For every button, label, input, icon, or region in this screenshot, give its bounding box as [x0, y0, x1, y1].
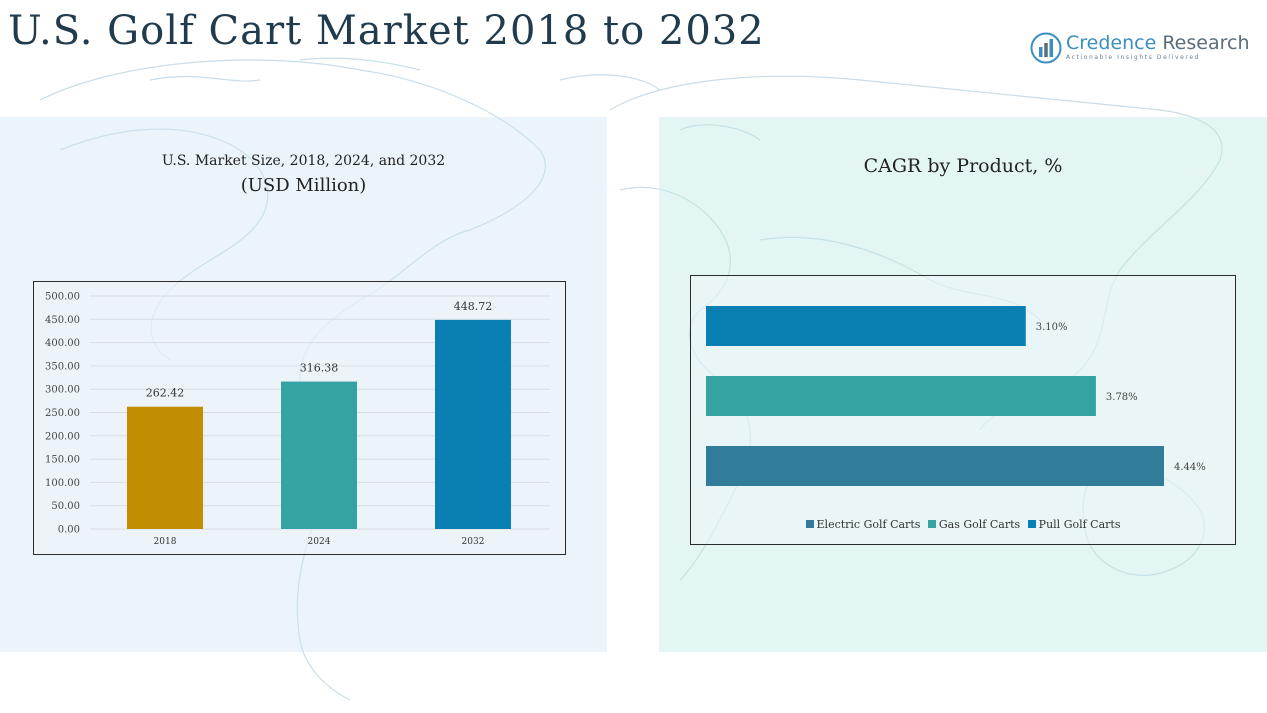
- market-size-chart-title: U.S. Market Size, 2018, 2024, and 2032: [161, 153, 446, 169]
- bar-gas-golf-carts: [706, 376, 1096, 416]
- y-tick-label: 400.00: [45, 338, 80, 349]
- legend-label-electric: Electric Golf Carts: [816, 518, 921, 531]
- cagr-panel: CAGR by Product, % 3.10% 3.78% 4.44% Elect…: [659, 117, 1267, 652]
- credence-research-logo: Credence Research Actionable Insights De…: [1030, 30, 1249, 66]
- bar-value-label-gas-golf-carts: 3.78%: [1106, 392, 1138, 403]
- logo-name-credence: Credence: [1066, 32, 1157, 54]
- logo-wordmark: Credence Research: [1066, 32, 1249, 54]
- bar-2024: [281, 381, 357, 529]
- legend-label-pull: Pull Golf Carts: [1038, 518, 1121, 531]
- legend-item-gas: Gas Golf Carts: [927, 518, 1021, 531]
- market-size-panel: U.S. Market Size, 2018, 2024, and 2032 (…: [0, 117, 607, 652]
- legend-swatch-pull: [1027, 520, 1036, 528]
- logo-bars-icon: [1030, 32, 1062, 64]
- y-tick-label: 100.00: [45, 478, 80, 489]
- cagr-bar-chart: 3.10% 3.78% 4.44%: [706, 306, 1206, 486]
- y-tick-label: 350.00: [45, 361, 80, 372]
- legend-label-gas: Gas Golf Carts: [938, 518, 1021, 531]
- y-tick-label: 0.00: [58, 525, 80, 536]
- y-tick-label: 450.00: [45, 315, 80, 326]
- x-tick-label-2024: 2024: [308, 537, 331, 547]
- market-size-chart-subtitle: (USD Million): [240, 175, 367, 196]
- page-title: U.S. Golf Cart Market 2018 to 2032: [8, 8, 765, 54]
- bar-value-label-2032: 448.72: [454, 300, 493, 313]
- x-tick-label-2032: 2032: [462, 537, 485, 547]
- bar-2018: [127, 406, 203, 529]
- x-tick-label-2018: 2018: [154, 537, 177, 547]
- bar-pull-golf-carts: [706, 306, 1026, 346]
- bar-value-label-pull-golf-carts: 3.10%: [1036, 322, 1068, 333]
- market-size-bar-chart: 0.00 50.00 100.00 150.00 200.00 250.00 300.00 3…: [45, 292, 550, 547]
- bar-value-label-2018: 262.42: [146, 387, 185, 400]
- y-tick-label: 150.00: [45, 455, 80, 466]
- y-tick-label: 300.00: [45, 385, 80, 396]
- y-tick-label: 50.00: [51, 501, 80, 512]
- bar-2032: [435, 319, 511, 529]
- legend-item-pull: Pull Golf Carts: [1027, 518, 1121, 531]
- y-tick-label: 200.00: [45, 431, 80, 442]
- bar-value-label-electric-golf-carts: 4.44%: [1174, 462, 1206, 473]
- legend-swatch-electric: [805, 520, 814, 528]
- cagr-chart-frame: 3.10% 3.78% 4.44% Electric Golf Carts Gas …: [690, 275, 1236, 545]
- cagr-chart-title: CAGR by Product, %: [863, 155, 1063, 177]
- logo-name-research: Research: [1162, 32, 1250, 54]
- logo-tagline: Actionable Insights Delivered: [1066, 54, 1201, 61]
- bar-electric-golf-carts: [706, 446, 1164, 486]
- legend-item-electric: Electric Golf Carts: [805, 518, 921, 531]
- y-tick-label: 500.00: [45, 292, 80, 303]
- cagr-legend: Electric Golf Carts Gas Golf Carts Pull …: [691, 518, 1235, 531]
- market-size-chart-frame: 0.00 50.00 100.00 150.00 200.00 250.00 300.00 3…: [33, 281, 566, 555]
- y-tick-label: 250.00: [45, 408, 80, 419]
- legend-swatch-gas: [927, 520, 936, 528]
- bar-value-label-2024: 316.38: [300, 362, 339, 375]
